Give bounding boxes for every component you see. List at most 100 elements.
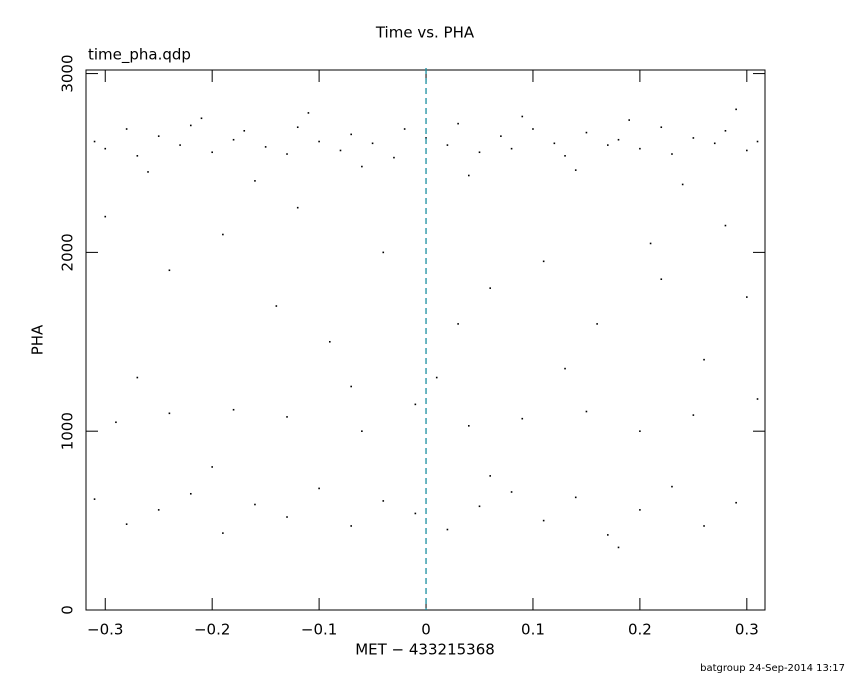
point [724, 224, 727, 227]
point [157, 509, 160, 511]
point [692, 137, 695, 139]
point [521, 115, 524, 118]
point [649, 242, 652, 245]
point [136, 376, 139, 379]
point [478, 505, 481, 508]
point [189, 124, 192, 127]
point [168, 269, 171, 272]
point [371, 142, 374, 145]
point [382, 500, 385, 502]
point [596, 323, 598, 325]
point [361, 165, 363, 168]
x-tick-label: −0.2 [194, 621, 230, 639]
point [350, 525, 352, 527]
point [211, 466, 213, 468]
point [564, 155, 566, 157]
point [681, 183, 684, 186]
point [542, 260, 545, 263]
point [756, 140, 759, 143]
point [435, 376, 438, 379]
point [639, 509, 641, 511]
point [639, 147, 641, 150]
point [211, 151, 213, 154]
point [157, 135, 160, 137]
point [735, 501, 737, 504]
point [574, 496, 577, 499]
point [489, 287, 491, 289]
point [671, 485, 673, 488]
point [147, 171, 149, 173]
x-tick-label: −0.3 [87, 621, 123, 639]
point [510, 491, 513, 493]
point [446, 144, 449, 146]
point [179, 144, 181, 146]
point [756, 398, 759, 400]
point [254, 180, 256, 182]
y-tick-label: 0 [59, 605, 77, 615]
y-tick-label: 1000 [59, 412, 77, 450]
point [660, 126, 663, 129]
point [339, 149, 342, 152]
chart-subtitle: time_pha.qdp [88, 46, 191, 65]
point [607, 144, 609, 146]
point [703, 525, 705, 527]
point [307, 112, 310, 114]
x-tick-label: 0.1 [521, 621, 545, 639]
point [232, 408, 235, 411]
x-axis-label: MET − 433215368 [355, 641, 495, 659]
point [671, 153, 673, 155]
point [457, 323, 459, 325]
y-axis-label: PHA [29, 324, 47, 355]
point [104, 147, 107, 150]
y-tick-label: 3000 [59, 54, 77, 92]
point [286, 416, 288, 418]
point [393, 156, 395, 159]
point [328, 340, 331, 343]
point [414, 512, 417, 515]
point [457, 122, 459, 125]
point [414, 403, 417, 406]
point [468, 174, 470, 177]
point [318, 487, 320, 490]
point [264, 146, 267, 148]
point [746, 296, 748, 298]
point [254, 503, 256, 506]
point [532, 128, 534, 130]
x-tick-label: 0.3 [735, 621, 759, 639]
point [350, 133, 352, 136]
point [553, 142, 556, 145]
point [361, 430, 363, 432]
point [318, 140, 320, 143]
x-tick-label: 0 [421, 621, 431, 639]
point [115, 421, 117, 424]
point [350, 385, 352, 388]
point [296, 206, 299, 209]
point [521, 417, 524, 420]
point [628, 119, 630, 121]
point [468, 425, 470, 427]
point [403, 128, 406, 130]
footer: batgroup 24-Sep-2014 13:17 [700, 663, 845, 674]
point [222, 233, 224, 236]
point [382, 251, 385, 254]
point [222, 532, 224, 534]
point [125, 523, 128, 525]
point [286, 153, 288, 155]
point [746, 149, 748, 152]
point [585, 131, 588, 134]
point [617, 138, 620, 141]
point [275, 305, 278, 307]
point [542, 519, 545, 522]
point [574, 169, 577, 171]
point [489, 475, 491, 477]
point [607, 534, 609, 536]
x-tick-label: 0.2 [628, 621, 652, 639]
point [243, 129, 246, 132]
x-tick-label: −0.1 [301, 621, 337, 639]
point [500, 135, 502, 137]
point [286, 516, 288, 518]
point [168, 412, 171, 415]
point [660, 278, 663, 281]
point [478, 151, 481, 154]
